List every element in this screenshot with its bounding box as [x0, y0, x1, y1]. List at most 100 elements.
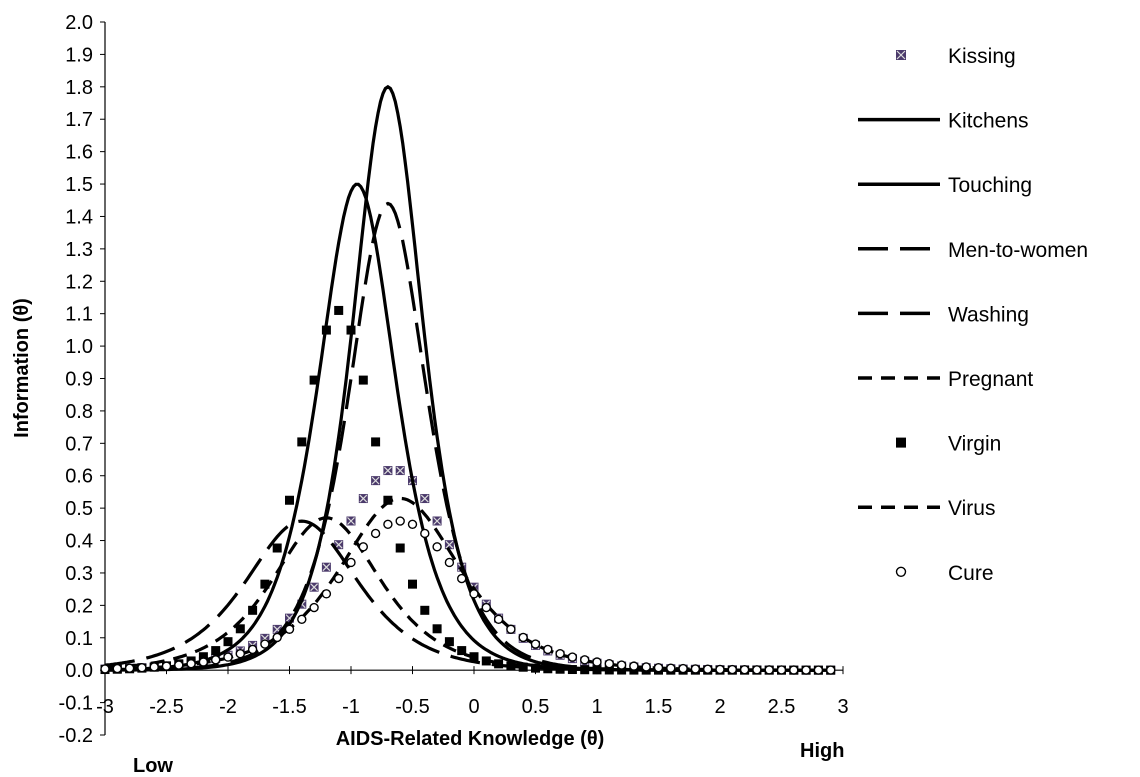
data-point — [457, 573, 467, 584]
y-tick-label: 1.7 — [65, 109, 93, 131]
data-point — [198, 652, 208, 662]
series-cure — [100, 516, 836, 675]
data-point — [506, 661, 516, 671]
data-point — [481, 656, 491, 666]
x-tick-label: 1 — [591, 696, 602, 718]
y-tick-label: 0.6 — [65, 466, 93, 488]
legend-item-virgin: Virgin — [896, 433, 1001, 456]
data-point — [210, 655, 221, 665]
legend-swatch-x — [896, 50, 906, 60]
data-point — [444, 557, 455, 568]
data-point — [161, 661, 172, 671]
x-tick-label: -1 — [342, 696, 360, 718]
data-point-x — [310, 583, 319, 592]
data-point-x — [371, 476, 380, 485]
data-point — [555, 648, 565, 659]
data-point-x — [420, 494, 429, 503]
legend-item-virus: Virus — [858, 497, 995, 520]
data-point — [703, 664, 713, 674]
data-point — [518, 632, 528, 643]
y-tick-label: 1.5 — [65, 174, 93, 196]
legend-label: Touching — [948, 174, 1032, 197]
data-point — [297, 614, 307, 625]
data-point — [346, 325, 356, 335]
data-point — [518, 662, 528, 672]
legend-label: Kitchens — [948, 110, 1029, 133]
data-point — [530, 639, 541, 649]
data-point — [235, 624, 245, 634]
data-point — [309, 375, 319, 385]
data-point — [407, 519, 418, 530]
data-point — [149, 662, 159, 672]
series-line — [104, 516, 831, 672]
data-point — [272, 543, 282, 553]
data-point — [272, 632, 282, 643]
data-point — [457, 646, 467, 656]
legend-label: Pregnant — [948, 368, 1033, 391]
data-point — [555, 664, 565, 674]
data-point — [469, 589, 479, 599]
legend-swatch — [895, 566, 907, 577]
data-point — [358, 375, 368, 385]
data-point-x — [347, 517, 355, 525]
y-axis-title: Information (θ) — [11, 298, 33, 438]
legend-item-men-to-women: Men-to-women — [858, 239, 1088, 262]
data-point — [285, 495, 294, 505]
data-point — [260, 639, 270, 649]
y-tick-label: 0.7 — [65, 433, 93, 455]
data-point — [420, 605, 430, 615]
data-point — [641, 662, 651, 672]
data-point — [592, 657, 602, 667]
legend-item-washing: Washing — [858, 303, 1029, 326]
data-point — [371, 437, 381, 447]
data-point — [616, 660, 627, 670]
y-tick-label: 1.6 — [65, 142, 93, 164]
data-point — [764, 665, 774, 675]
x-tick-label: -0.5 — [395, 696, 429, 718]
data-point — [112, 663, 123, 674]
data-point — [715, 664, 725, 675]
legend-item-cure: Cure — [895, 562, 994, 585]
data-point — [346, 557, 356, 568]
x-tick-label: 3 — [837, 696, 848, 718]
data-point — [506, 624, 516, 634]
y-tick-label: -0.1 — [59, 693, 93, 715]
data-point — [432, 624, 442, 634]
legend-label: Cure — [948, 562, 994, 585]
data-point — [604, 659, 614, 669]
data-point — [727, 664, 737, 675]
data-point — [395, 543, 405, 553]
y-tick-label: 1.4 — [65, 206, 93, 228]
x-tick-label: -2.5 — [149, 696, 183, 718]
legend-label: Washing — [948, 303, 1029, 326]
data-point — [420, 528, 430, 539]
data-point — [432, 542, 442, 552]
data-point — [223, 652, 233, 662]
data-point — [100, 664, 110, 674]
data-point-x — [396, 466, 405, 475]
data-point — [690, 664, 701, 674]
y-tick-label: 1.0 — [65, 336, 93, 358]
data-point-x — [445, 540, 454, 549]
legend-item-touching: Touching — [858, 174, 1032, 197]
data-point — [297, 437, 307, 447]
series-line — [105, 201, 831, 672]
data-point — [395, 516, 405, 526]
data-point — [334, 573, 344, 584]
x-tick-label: 2.5 — [768, 696, 796, 718]
data-point — [247, 644, 258, 655]
data-point — [617, 665, 627, 675]
legend-label: Kissing — [948, 45, 1016, 68]
data-point — [481, 602, 491, 613]
x-tick-label: -2 — [219, 696, 237, 718]
data-point — [776, 665, 787, 675]
data-point — [383, 519, 393, 530]
data-point — [321, 589, 332, 599]
legend-item-kissing: Kissing — [896, 45, 1016, 68]
data-point — [260, 579, 270, 589]
legend-label: Men-to-women — [948, 239, 1088, 262]
data-point — [309, 602, 319, 613]
legend-swatch — [896, 437, 906, 448]
legend-label: Virus — [948, 497, 995, 520]
